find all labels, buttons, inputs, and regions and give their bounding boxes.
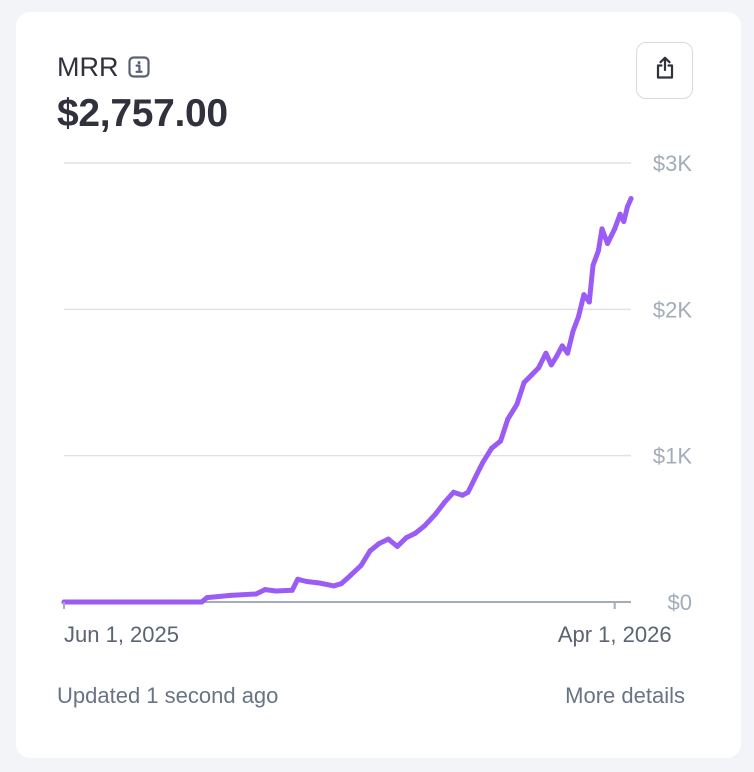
data-point [347, 573, 353, 579]
more-details-link[interactable]: More details [565, 683, 685, 708]
y-tick-label: $1K [653, 444, 692, 469]
x-tick-label: Apr 1, 2026 [558, 622, 672, 647]
info-icon[interactable] [127, 56, 150, 78]
card-title: MRR [57, 51, 119, 82]
data-point [422, 523, 427, 529]
y-tick-label: $0 [668, 590, 692, 615]
data-point [612, 226, 618, 232]
data-point [367, 548, 373, 554]
data-point [621, 219, 627, 224]
title-row: MRR [57, 52, 150, 82]
mrr-value: $2,757.00 [57, 92, 228, 135]
data-point [432, 511, 438, 517]
data-point [273, 588, 279, 594]
data-point [554, 353, 560, 359]
y-tick-label: $2K [653, 297, 692, 322]
data-point [498, 438, 504, 444]
data-point [295, 576, 301, 582]
data-point [624, 204, 630, 210]
data-point [412, 530, 418, 536]
data-point [489, 445, 494, 451]
data-point [559, 343, 565, 349]
data-point [441, 500, 447, 505]
x-tick-label: Jun 1, 2025 [64, 622, 179, 647]
data-point [581, 292, 587, 298]
data-point [514, 401, 520, 407]
data-point [576, 314, 581, 320]
data-point [358, 562, 364, 568]
data-point [262, 587, 268, 593]
y-tick-label: $3K [653, 151, 692, 176]
data-point [253, 591, 259, 597]
data-point [451, 489, 456, 495]
mrr-card: MRR $2,757.00 $0 $1K $2K $3K Jun 1, 2025 Apr … [16, 12, 741, 758]
data-point [385, 536, 391, 542]
data-point [304, 579, 310, 584]
data-point [199, 599, 205, 605]
share-button[interactable] [636, 42, 693, 99]
data-point [394, 543, 400, 549]
data-point [228, 592, 234, 598]
data-point [403, 535, 409, 541]
data-point [115, 599, 121, 605]
data-point [628, 196, 634, 202]
data-point [289, 587, 295, 593]
data-point [521, 380, 527, 385]
data-point [331, 583, 337, 589]
data-point [472, 475, 478, 481]
data-point [460, 492, 465, 498]
data-point [204, 595, 210, 601]
data-point [599, 226, 605, 232]
data-point [376, 541, 382, 546]
data-point [590, 262, 596, 268]
data-point [570, 328, 576, 334]
share-icon [654, 56, 676, 85]
data-point [172, 599, 177, 605]
data-point [605, 241, 610, 246]
data-point [465, 489, 471, 495]
data-point [528, 372, 534, 378]
data-point [595, 248, 601, 254]
data-point [480, 460, 485, 466]
data-point [316, 580, 322, 586]
data-point [543, 350, 549, 356]
updated-text: Updated 1 second ago [57, 683, 279, 708]
data-point [548, 362, 554, 368]
data-point [617, 211, 623, 217]
data-point [565, 350, 571, 356]
mrr-line-chart: $0 $1K $2K $3K Jun 1, 2025 Apr 1, 2026 [61, 151, 692, 647]
mrr-series-line [61, 196, 634, 605]
data-point [536, 365, 542, 371]
data-point [586, 299, 592, 305]
data-point [338, 581, 344, 587]
data-point [505, 416, 511, 422]
